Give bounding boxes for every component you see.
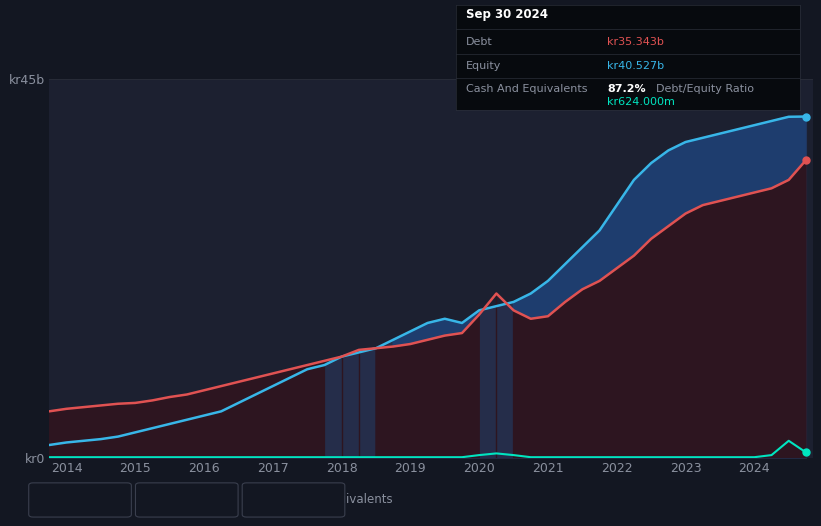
Text: Debt: Debt	[466, 37, 493, 47]
Text: Cash And Equivalents: Cash And Equivalents	[466, 84, 588, 95]
Text: 87.2%: 87.2%	[608, 84, 646, 95]
Text: ●: ●	[252, 494, 260, 505]
Text: kr624.000m: kr624.000m	[608, 97, 675, 107]
Text: ●: ●	[39, 494, 47, 505]
Text: ●: ●	[145, 494, 154, 505]
Text: Debt/Equity Ratio: Debt/Equity Ratio	[656, 84, 754, 95]
Text: Sep 30 2024: Sep 30 2024	[466, 8, 548, 21]
Text: kr40.527b: kr40.527b	[608, 61, 664, 72]
Text: Equity: Equity	[466, 61, 502, 72]
Text: Cash And Equivalents: Cash And Equivalents	[264, 493, 393, 506]
Text: Debt: Debt	[51, 493, 80, 506]
Text: Equity: Equity	[158, 493, 195, 506]
Text: kr35.343b: kr35.343b	[608, 37, 664, 47]
